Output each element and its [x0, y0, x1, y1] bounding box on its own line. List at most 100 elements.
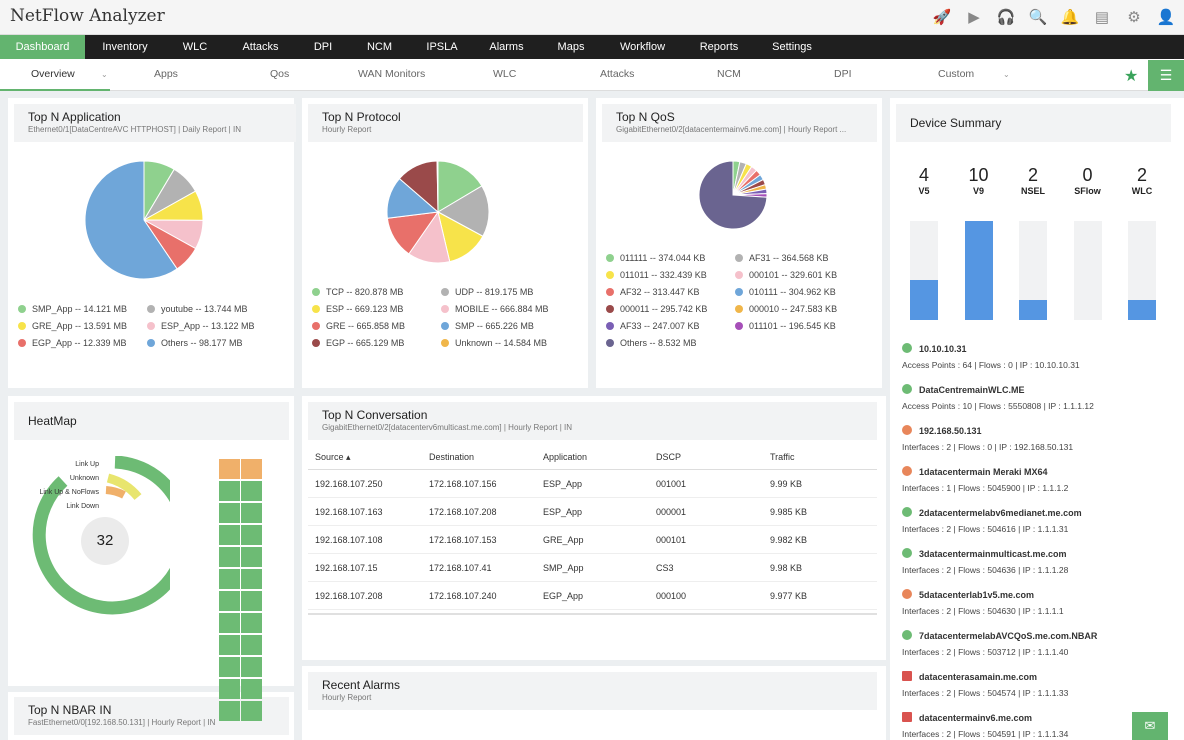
chevron-down-icon[interactable]: ⌄ — [1003, 70, 1010, 79]
heatmap-cell[interactable] — [241, 481, 262, 501]
subnav-ncm[interactable]: NCM — [717, 68, 741, 80]
heatmap-cell[interactable] — [241, 701, 262, 721]
pie-slice[interactable] — [85, 161, 178, 279]
device-name[interactable]: 192.168.50.131 — [919, 426, 982, 436]
legend-item[interactable]: SMP_App -- 14.121 MB — [18, 304, 127, 314]
nav-attacks[interactable]: Attacks — [242, 41, 279, 53]
heatmap-cell[interactable] — [241, 503, 262, 523]
heatmap-cell[interactable] — [219, 613, 240, 633]
nav-dpi[interactable]: DPI — [313, 41, 333, 53]
nav-alarms[interactable]: Alarms — [489, 41, 524, 53]
device-list-item[interactable]: 2datacentermelabv6medianet.me.com Interfa… — [902, 507, 1082, 534]
table-header-application[interactable]: Application — [543, 452, 588, 462]
heatmap-cell[interactable] — [241, 679, 262, 699]
heatmap-cell[interactable] — [219, 635, 240, 655]
legend-item[interactable]: AF32 -- 313.447 KB — [606, 287, 700, 297]
legend-item[interactable]: 011101 -- 196.545 KB — [735, 321, 836, 331]
heatmap-cell[interactable] — [219, 701, 240, 721]
device-list-item[interactable]: datacenterasamain.me.com Interfaces : 2 |… — [902, 671, 1068, 698]
legend-item[interactable]: AF33 -- 247.007 KB — [606, 321, 700, 331]
subnav-dpi[interactable]: DPI — [834, 68, 852, 80]
star-icon[interactable]: ★ — [1124, 68, 1139, 85]
device-count[interactable]: 10 V9 — [954, 165, 1004, 196]
table-header-source[interactable]: Source ▴ — [315, 452, 351, 462]
heatmap-cell[interactable] — [241, 569, 262, 589]
chevron-down-icon[interactable]: ⌄ — [101, 70, 108, 79]
device-name[interactable]: datacentermainv6.me.com — [919, 713, 1033, 723]
device-list-item[interactable]: 10.10.10.31 Access Points : 64 | Flows : … — [902, 343, 1080, 370]
monitor-play-icon[interactable]: ▶ — [968, 9, 980, 26]
nav-reports[interactable]: Reports — [699, 41, 739, 53]
nav-ncm[interactable]: NCM — [366, 41, 393, 53]
heatmap-cell[interactable] — [241, 613, 262, 633]
heatmap-cell[interactable] — [219, 547, 240, 567]
gear-icon[interactable]: ⚙ — [1127, 9, 1141, 26]
chat-button[interactable]: ✉ — [1132, 712, 1168, 740]
subnav-wlc[interactable]: WLC — [493, 68, 517, 80]
device-name[interactable]: datacenterasamain.me.com — [919, 672, 1038, 682]
legend-item[interactable]: Others -- 8.532 MB — [606, 338, 697, 348]
heatmap-cell[interactable] — [219, 657, 240, 677]
table-header-traffic[interactable]: Traffic — [770, 452, 795, 462]
heatmap-cell[interactable] — [219, 481, 240, 501]
device-list-item[interactable]: 192.168.50.131 Interfaces : 2 | Flows : 0… — [902, 425, 1073, 452]
device-count[interactable]: 0 SFlow — [1063, 165, 1113, 196]
legend-item[interactable]: TCP -- 820.878 MB — [312, 287, 403, 297]
device-list-item[interactable]: DataCentremainWLC.ME Access Points : 10 |… — [902, 384, 1094, 411]
search-icon[interactable]: 🔍 — [1028, 9, 1048, 26]
heatmap-cell[interactable] — [219, 679, 240, 699]
add-widget-button[interactable]: ☰ — [1148, 60, 1184, 91]
legend-item[interactable]: youtube -- 13.744 MB — [147, 304, 248, 314]
device-list-item[interactable]: datacentermainv6.me.com Interfaces : 2 | … — [902, 712, 1068, 739]
heatmap-cell[interactable] — [219, 591, 240, 611]
subnav-overview[interactable]: Overview — [31, 68, 75, 80]
heatmap-cell[interactable] — [219, 459, 240, 479]
bar[interactable] — [964, 221, 993, 320]
legend-item[interactable]: Unknown -- 14.584 MB — [441, 338, 547, 348]
subnav-attacks[interactable]: Attacks — [600, 68, 635, 80]
legend-item[interactable]: MOBILE -- 666.884 MB — [441, 304, 549, 314]
device-list-item[interactable]: 3datacentermainmulticast.me.com Interface… — [902, 548, 1068, 575]
pie-slice[interactable] — [699, 161, 767, 229]
bar[interactable] — [910, 280, 938, 320]
pie-slice[interactable] — [436, 185, 489, 237]
device-name[interactable]: 5datacenterlab1v5.me.com — [919, 590, 1035, 600]
device-count[interactable]: 2 WLC — [1117, 165, 1167, 196]
pie-slice[interactable] — [436, 161, 439, 213]
legend-item[interactable]: 010111 -- 304.962 KB — [735, 287, 836, 297]
heatmap-cell[interactable] — [241, 635, 262, 655]
device-count[interactable]: 2 NSEL — [1008, 165, 1058, 196]
legend-item[interactable]: GRE -- 665.858 MB — [312, 321, 405, 331]
nav-maps[interactable]: Maps — [557, 41, 585, 53]
headset-icon[interactable]: 🎧 — [996, 9, 1016, 26]
device-name[interactable]: 3datacentermainmulticast.me.com — [919, 549, 1067, 559]
heatmap-cell[interactable] — [241, 547, 262, 567]
nav-wlc[interactable]: WLC — [182, 41, 208, 53]
user-icon[interactable]: 👤 — [1156, 9, 1176, 26]
heatmap-cell[interactable] — [241, 657, 262, 677]
nav-dashboard[interactable]: Dashboard — [0, 35, 85, 59]
subnav-apps[interactable]: Apps — [154, 68, 178, 80]
heatmap-cell[interactable] — [219, 503, 240, 523]
legend-item[interactable]: GRE_App -- 13.591 MB — [18, 321, 127, 331]
nav-workflow[interactable]: Workflow — [619, 41, 666, 53]
heatmap-cell[interactable] — [219, 525, 240, 545]
film-icon[interactable]: ▤ — [1094, 9, 1110, 26]
legend-item[interactable]: ESP -- 669.123 MB — [312, 304, 403, 314]
legend-item[interactable]: 000011 -- 295.742 KB — [606, 304, 707, 314]
pie-slice[interactable] — [437, 161, 483, 213]
device-name[interactable]: DataCentremainWLC.ME — [919, 385, 1025, 395]
nav-ipsla[interactable]: IPSLA — [426, 41, 458, 53]
device-name[interactable]: 1datacentermain Meraki MX64 — [919, 467, 1048, 477]
heatmap-cell[interactable] — [219, 569, 240, 589]
legend-item[interactable]: 011011 -- 332.439 KB — [606, 270, 707, 280]
device-list-item[interactable]: 1datacentermain Meraki MX64 Interfaces : … — [902, 466, 1068, 493]
legend-item[interactable]: EGP_App -- 12.339 MB — [18, 338, 127, 348]
bell-icon[interactable]: 🔔 — [1060, 9, 1080, 26]
heatmap-cell[interactable] — [241, 459, 262, 479]
table-header-dscp[interactable]: DSCP — [656, 452, 682, 462]
subnav-qos[interactable]: Qos — [270, 68, 290, 80]
bar[interactable] — [1128, 300, 1156, 320]
table-header-destination[interactable]: Destination — [429, 452, 475, 462]
legend-item[interactable]: ESP_App -- 13.122 MB — [147, 321, 255, 331]
